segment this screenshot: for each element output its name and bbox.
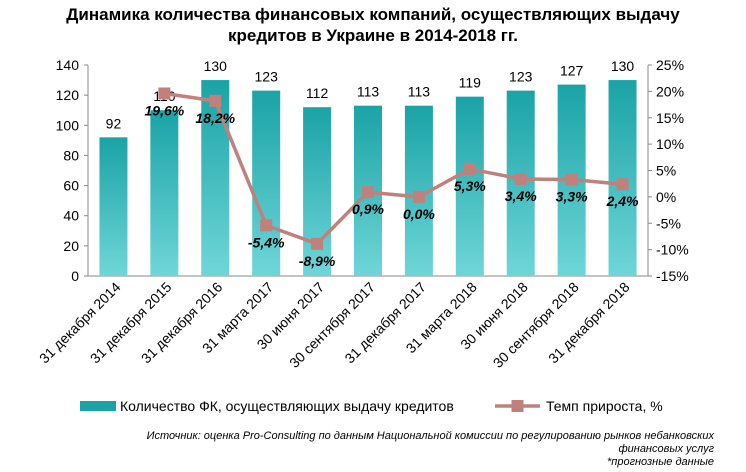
bar-value-label: 130 [204, 58, 228, 74]
growth-rate-line [164, 91, 623, 246]
bar-value-label: 113 [357, 84, 380, 100]
growth-rate-label: 0,0% [403, 206, 435, 222]
bar-value-label: 127 [560, 63, 584, 79]
left-axis-tick-label: 60 [63, 178, 79, 194]
growth-rate-label: 0,9% [352, 201, 384, 217]
chart-title: Динамика количества финансовых компаний,… [0, 4, 746, 46]
right-y-axis: -15% -10% -5% 0% 5% 10% 15% 20% 25% [647, 57, 689, 284]
bar [455, 96, 484, 277]
legend-line-marker [511, 400, 524, 412]
line-series: 19,6% 18,2% -5,4% -8,9% 0,9% 0,0% 5,3% 3,4% 3,3%… [145, 87, 639, 269]
legend-line-label: Темп прироста, % [546, 398, 663, 414]
legend: Количество ФК, осуществляющих выдачу кре… [80, 398, 663, 414]
source-note-line2: финансовых услуг [618, 443, 714, 455]
right-axis-tick-label: 15% [656, 110, 684, 126]
bar-value-label: 113 [408, 84, 431, 100]
growth-rate-label: -8,9% [299, 253, 336, 269]
bar-value-label: 112 [306, 85, 329, 101]
right-axis-tick-label: 25% [656, 57, 684, 73]
x-tick-label: 30 сентября 2018 [490, 279, 582, 371]
growth-rate-label: 3,4% [505, 188, 537, 204]
bar [150, 110, 179, 276]
right-axis-tick-label: 20% [656, 83, 684, 99]
left-axis-tick-label: 140 [56, 57, 80, 73]
bar [303, 107, 332, 276]
right-axis-tick-label: 5% [656, 163, 676, 179]
legend-bar-swatch [80, 401, 116, 411]
bar [252, 90, 281, 276]
growth-rate-marker [565, 173, 578, 186]
bar [99, 137, 128, 276]
growth-rate-label: 18,2% [195, 110, 235, 126]
bar-value-label: 119 [459, 75, 482, 91]
growth-rate-label: -5,4% [248, 234, 285, 250]
growth-rate-marker [412, 190, 425, 203]
growth-rate-marker [209, 94, 222, 107]
bar-value-label: 123 [255, 69, 279, 85]
source-note: Источник: оценка Pro-Consulting по данны… [146, 430, 714, 442]
bar [201, 80, 230, 276]
growth-rate-marker [311, 237, 324, 250]
right-axis-tick-label: -10% [656, 242, 689, 258]
growth-rate-marker [260, 219, 273, 232]
left-axis-tick-label: 40 [63, 208, 79, 224]
left-axis-tick-label: 0 [71, 268, 79, 284]
growth-rate-label: 5,3% [454, 178, 486, 194]
chart-title-line1: Динамика количества финансовых компаний,… [66, 5, 680, 24]
right-axis-tick-label: -5% [656, 215, 681, 231]
bar [608, 80, 637, 276]
growth-rate-marker [362, 186, 374, 199]
bar-value-label: 92 [106, 115, 122, 131]
left-axis-tick-label: 120 [56, 87, 80, 103]
bar-value-label: 123 [509, 69, 533, 85]
chart-title-line2: кредитов в Украине в 2014-2018 гг. [228, 26, 518, 45]
right-axis-tick-label: -15% [656, 268, 689, 284]
right-axis-tick-label: 0% [656, 189, 676, 205]
growth-rate-marker [616, 178, 629, 191]
left-axis-tick-label: 80 [63, 147, 79, 163]
growth-rate-marker [463, 162, 476, 175]
forecast-note: *прогнозные данные [607, 456, 714, 468]
right-axis-tick-label: 10% [656, 136, 684, 152]
growth-rate-label: 3,3% [556, 188, 588, 204]
x-tick-label: 30 сентября 2017 [286, 279, 378, 371]
growth-rate-label: 19,6% [145, 102, 185, 118]
bar-value-label: 130 [611, 58, 635, 74]
left-axis-tick-label: 20 [63, 238, 79, 254]
legend-bar-label: Количество ФК, осуществляющих выдачу кре… [120, 398, 454, 414]
growth-rate-marker [158, 87, 171, 100]
growth-rate-marker [514, 172, 527, 185]
left-axis-tick-label: 100 [56, 117, 80, 133]
growth-rate-label: 2,4% [606, 193, 639, 209]
bar-series: 92110130123112113113119123127130 [99, 58, 637, 277]
